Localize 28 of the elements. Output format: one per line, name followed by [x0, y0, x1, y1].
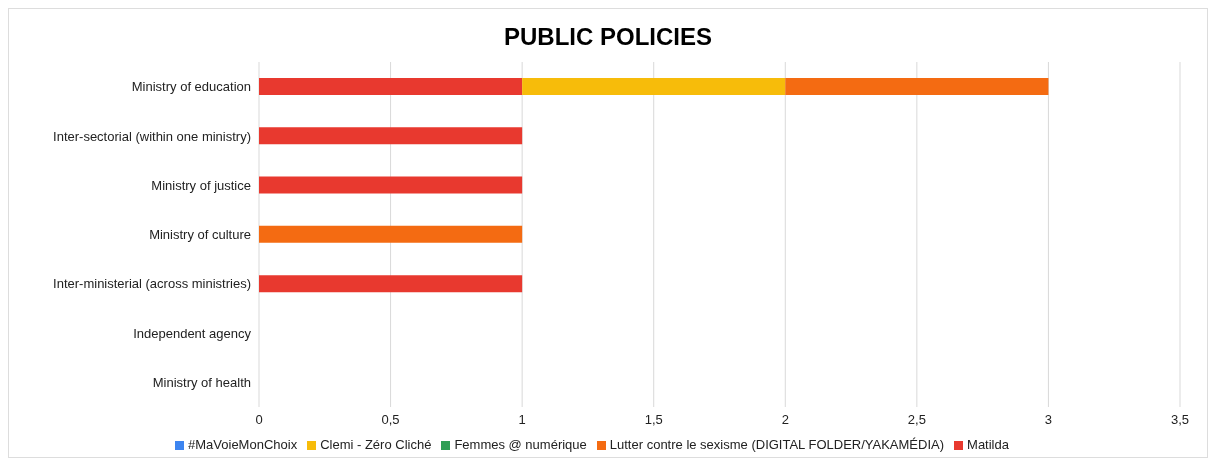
x-tick-label: 1,5 [644, 412, 663, 428]
chart-title: PUBLIC POLICIES [503, 22, 713, 52]
x-tick-label: 0,5 [381, 412, 400, 428]
bar [785, 78, 1049, 95]
bar [259, 225, 523, 243]
legend-label: Matilda [967, 437, 1009, 452]
x-tick-label: 2 [781, 412, 789, 428]
x-tick-label: 1 [518, 412, 526, 428]
x-tick-label: 3 [1044, 412, 1053, 428]
y-tick-label: Ministry of education [131, 79, 251, 95]
bar [259, 176, 523, 194]
y-tick-label: Inter-sectorial (within one ministry) [53, 128, 251, 144]
y-tick-label: Inter-ministerial (across ministries) [53, 276, 251, 292]
x-tick-label: 2,5 [907, 412, 926, 428]
legend-label: Clemi - Zéro Cliché [320, 437, 432, 452]
y-tick-label: Ministry of culture [149, 227, 251, 243]
bar [522, 78, 786, 95]
bar [259, 78, 523, 95]
x-tick-label: 0 [255, 412, 263, 428]
legend-label: Femmes @ numérique [454, 437, 587, 452]
x-tick-label: 3,5 [1170, 412, 1190, 428]
y-tick-label: Ministry of justice [151, 177, 251, 193]
y-tick-label: Ministry of health [152, 374, 251, 390]
legend-label: Lutter contre le sexisme (DIGITAL FOLDER/YAKAMÉDIA) [609, 437, 945, 452]
y-tick-label: Independent agency [133, 325, 252, 341]
bar [259, 275, 523, 293]
legend-label: #MaVoieMonChoix [188, 437, 298, 452]
bar [259, 127, 523, 145]
